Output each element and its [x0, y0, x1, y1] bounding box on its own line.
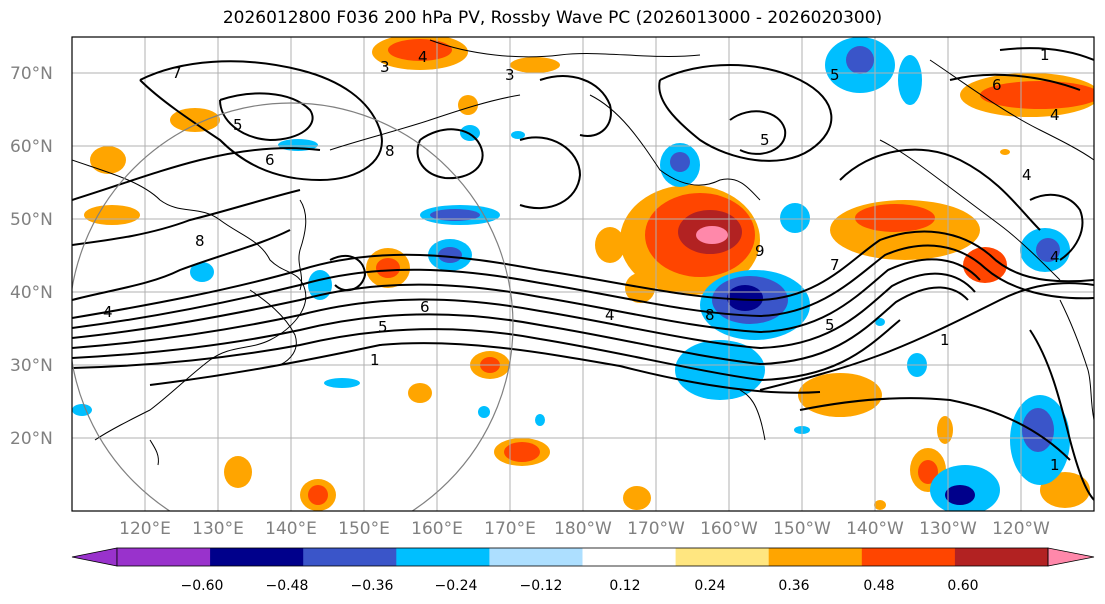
lon-label: 160°E: [411, 519, 463, 539]
contour-label: 7: [830, 256, 840, 274]
lat-label: 30°N: [10, 356, 53, 376]
contour-label: 8: [385, 142, 395, 160]
lat-label: 70°N: [10, 64, 53, 84]
lon-label: 120°W: [992, 519, 1050, 539]
lon-label: 160°W: [700, 519, 758, 539]
lon-label: 170°W: [627, 519, 685, 539]
colorbar-tick-label: −0.48: [266, 578, 309, 594]
contour-label: 6: [420, 298, 430, 316]
lat-label: 50°N: [10, 210, 53, 230]
gridlines: [72, 37, 1094, 511]
colorbar-tick-label: −0.36: [351, 578, 394, 594]
contour-label: 3: [505, 66, 515, 84]
colorbar-ticks: −0.60 −0.48 −0.36 −0.24 −0.12 0.12 0.24 …: [181, 578, 979, 594]
contour-label: 6: [265, 151, 275, 169]
colorbar-tick-label: 0.48: [863, 578, 894, 594]
contour-label: 5: [378, 318, 388, 336]
colorbar-segment: [861, 548, 956, 566]
lon-label: 120°E: [119, 519, 171, 539]
lon-label: 150°W: [773, 519, 831, 539]
colorbar-tick-label: −0.12: [520, 578, 563, 594]
contour-label: 7: [172, 64, 182, 82]
map-frame: [71, 36, 1095, 512]
lon-label: 130°E: [192, 519, 244, 539]
colorbar-segment: [582, 548, 677, 566]
longitude-labels: 120°E 130°E 140°E 150°E 160°E 170°E 180°…: [119, 519, 1050, 539]
contour-label: 4: [103, 303, 113, 321]
contour-label: 5: [233, 116, 243, 134]
pv-contours: [72, 47, 1094, 501]
colorbar-tick-label: 0.36: [778, 578, 809, 594]
chart-title: 2026012800 F036 200 hPa PV, Rossby Wave …: [222, 8, 883, 28]
coastlines: [72, 39, 1094, 466]
contour-label: 4: [605, 306, 615, 324]
contour-label: 4: [1022, 166, 1032, 184]
map-panel: 5 6 8 7 4 3 8 5 6 9 7 1 8 5 4 6 4 5 1 5 …: [72, 37, 1094, 511]
contour-label: 1: [1040, 46, 1050, 64]
contour-label: 4: [1050, 248, 1060, 266]
colorbar-segment: [210, 548, 304, 566]
colorbar-segment: [489, 548, 583, 566]
contour-label: 8: [195, 232, 205, 250]
latitude-labels: 70°N 60°N 50°N 40°N 30°N 20°N: [10, 64, 53, 449]
contour-label: 5: [830, 66, 840, 84]
projection-circle: [72, 102, 514, 511]
colorbar-tick-label: −0.60: [181, 578, 224, 594]
contour-label: 5: [760, 131, 770, 149]
contour-label: 3: [380, 58, 390, 76]
anomaly-shading: [72, 37, 1094, 511]
lat-label: 40°N: [10, 283, 53, 303]
colorbar-segment: [396, 548, 490, 566]
contour-label: 9: [755, 242, 765, 260]
colorbar-segment: [675, 548, 770, 566]
contour-label: 4: [418, 48, 428, 66]
contour-label: 6: [992, 76, 1002, 94]
lat-label: 60°N: [10, 137, 53, 157]
contour-label: 1: [370, 351, 380, 369]
colorbar: [71, 547, 1095, 567]
lon-label: 180°W: [554, 519, 612, 539]
lat-label: 20°N: [10, 429, 53, 449]
contour-label: 1: [1050, 456, 1060, 474]
lon-label: 130°W: [919, 519, 977, 539]
contour-label: 1: [940, 331, 950, 349]
colorbar-segment: [117, 548, 211, 566]
colorbar-extend-high: [1047, 547, 1095, 567]
lon-label: 150°E: [338, 519, 390, 539]
colorbar-tick-label: −0.24: [435, 578, 478, 594]
contour-label: 4: [1050, 106, 1060, 124]
colorbar-segment: [768, 548, 863, 566]
lon-label: 140°W: [846, 519, 904, 539]
contour-label: 8: [705, 306, 715, 324]
colorbar-tick-label: 0.60: [947, 578, 978, 594]
colorbar-tick-label: 0.24: [694, 578, 725, 594]
colorbar-segment: [954, 548, 1049, 566]
colorbar-segment: [303, 548, 397, 566]
colorbar-frame: [116, 547, 1049, 567]
colorbar-tick-label: 0.12: [609, 578, 640, 594]
contour-labels: 5 6 8 7 4 3 8 5 6 9 7 1 8 5 4 6 4 5 1 5 …: [103, 46, 1060, 474]
contour-label: 5: [825, 316, 835, 334]
lon-label: 170°E: [484, 519, 536, 539]
colorbar-extend-low: [71, 547, 118, 567]
lon-label: 140°E: [265, 519, 317, 539]
